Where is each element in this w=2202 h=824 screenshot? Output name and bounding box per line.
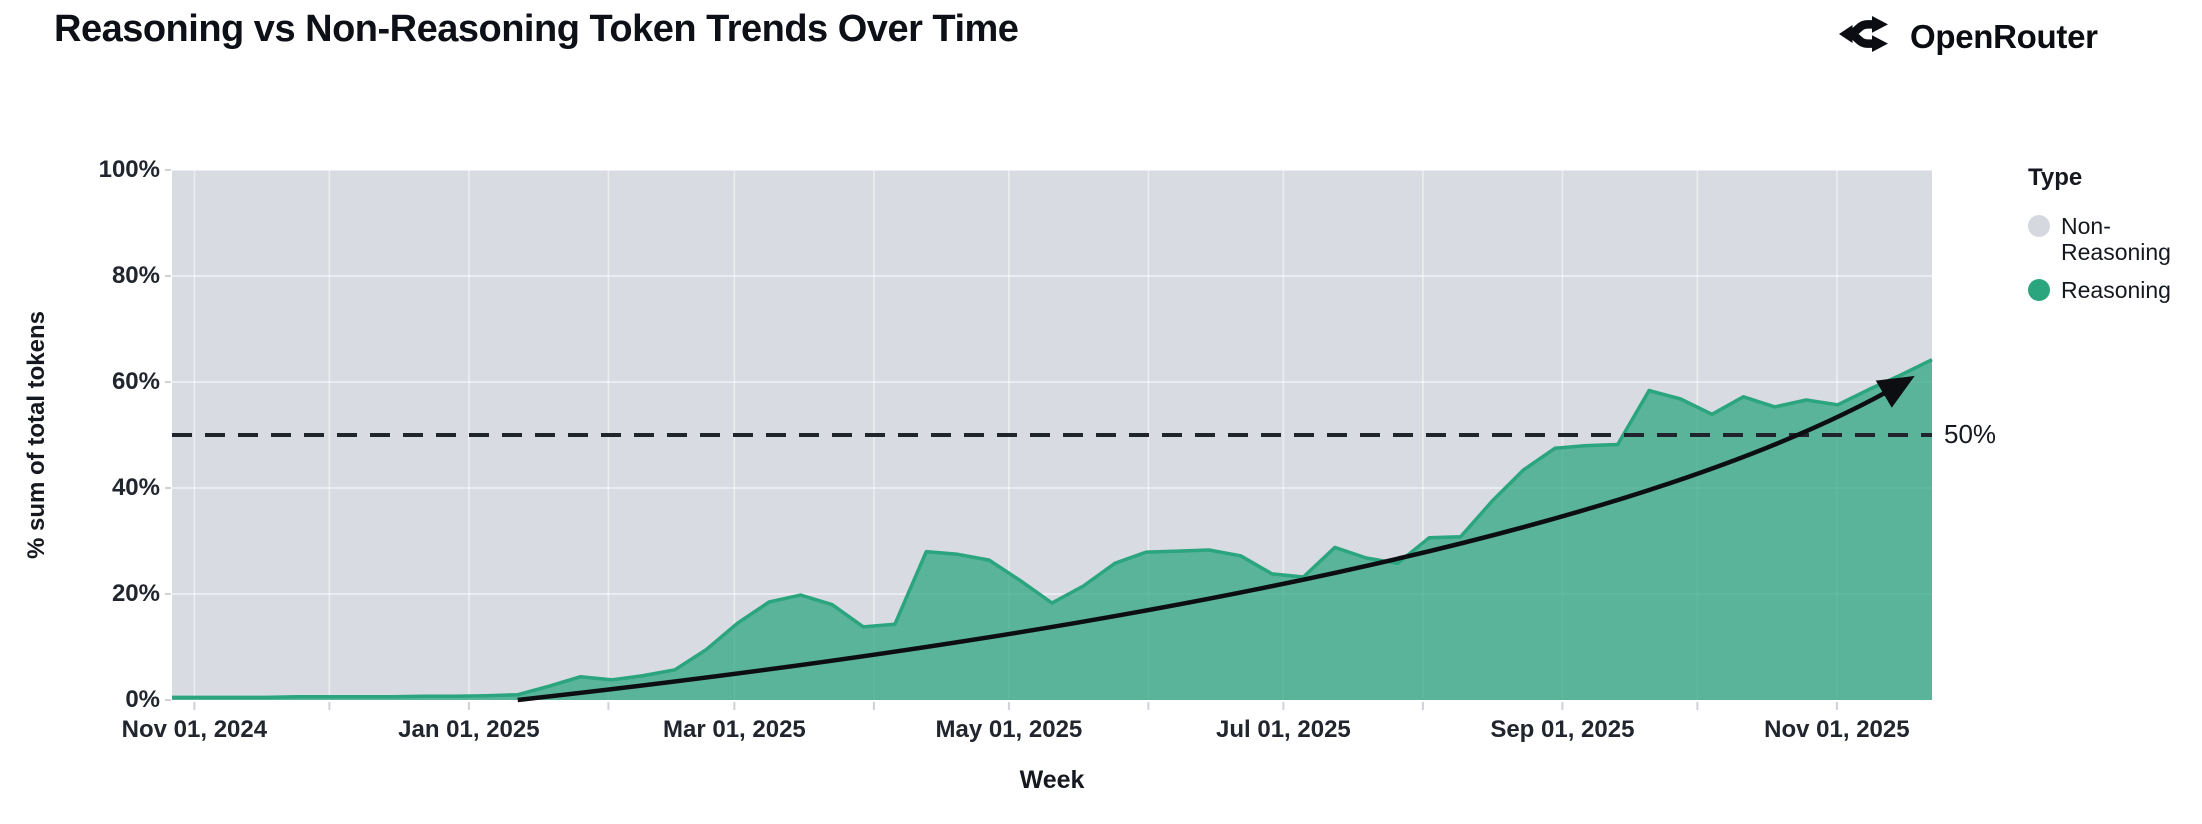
legend-swatch-icon (2028, 215, 2050, 237)
y-tick-label: 60% (111, 367, 160, 395)
reasoning-line (172, 358, 1933, 700)
legend-item-label: Non-Reasoning (2061, 213, 2171, 265)
page-title: Reasoning vs Non-Reasoning Token Trends … (54, 8, 1019, 50)
legend-item-non-reasoning[interactable]: Non-Reasoning (2028, 213, 2193, 266)
trend-arrow (517, 375, 1915, 703)
y-tick-label: 20% (111, 579, 160, 607)
legend-title: Type (2028, 164, 2083, 191)
y-tick-label: 0% (125, 685, 160, 713)
y-tick-label: 80% (111, 261, 160, 289)
legend-swatch-icon (2028, 278, 2050, 301)
reference-line-label: 50% (1944, 419, 1997, 449)
x-tick-label: Nov 01, 2025 (1764, 716, 1910, 743)
x-tick-label: Jan 01, 2025 (398, 716, 540, 743)
brand-name: OpenRouter (1910, 17, 2098, 55)
openrouter-logo-icon (1836, 4, 1896, 69)
legend: Type Non-Reasoning Reasoning (2028, 164, 2193, 315)
x-tick-label: Mar 01, 2025 (663, 716, 806, 743)
y-tick-label: 100% (98, 155, 160, 183)
brand: OpenRouter (1836, 4, 2098, 69)
x-tick-label: Nov 01, 2024 (121, 716, 268, 743)
x-tick-label: Sep 01, 2025 (1490, 716, 1635, 743)
y-tick-label: 40% (111, 473, 160, 501)
legend-item-label: Reasoning (2061, 276, 2171, 303)
legend-item-reasoning[interactable]: Reasoning (2028, 276, 2193, 304)
legend-items: Non-Reasoning Reasoning (2028, 213, 2193, 304)
reasoning-area (172, 359, 1932, 700)
x-tick-label: Jul 01, 2025 (1216, 716, 1351, 743)
x-tick-label: May 01, 2025 (935, 716, 1083, 743)
x-axis-title: Week (1019, 766, 1085, 794)
y-axis-title: % sum of total tokens (23, 310, 50, 560)
